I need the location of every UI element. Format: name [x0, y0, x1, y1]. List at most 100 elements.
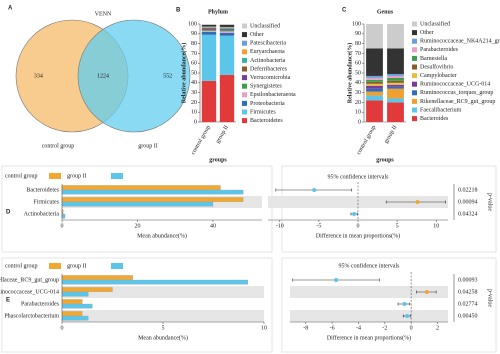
- venn-count: 1224: [97, 73, 109, 79]
- x-tick-label: -5: [316, 223, 321, 229]
- legend-label: Unclassified: [250, 22, 280, 29]
- chart-title: 95% confidence intervals: [339, 262, 401, 269]
- x-axis-label: groups: [209, 157, 227, 163]
- ci-point: [352, 212, 357, 216]
- y-tick-label: 100: [188, 21, 197, 27]
- legend-label: Desulfovibrio: [420, 63, 453, 70]
- bar-segment: [387, 88, 404, 99]
- panel-frame: [1, 165, 273, 253]
- legend-label: Verrucomicrobia: [250, 75, 291, 81]
- x-tick-label: -8: [303, 325, 308, 331]
- legend-label: Deferribacteres: [250, 65, 288, 72]
- category-label: Phascolarctobacterium: [4, 313, 59, 319]
- y-tick-label: 0: [194, 119, 197, 125]
- p-value-label: 0.02218: [458, 187, 478, 193]
- bar-segment: [387, 82, 404, 85]
- row-shade: [268, 196, 448, 208]
- legend-swatch: [49, 263, 61, 269]
- x-tick-label: 0: [410, 325, 413, 331]
- legend-label: Epsilonbacteraeota: [250, 92, 296, 98]
- ci-point: [312, 188, 317, 192]
- bar-segment: [366, 100, 383, 122]
- category-label: Rikenellaceae_RC9_gut_group: [0, 277, 59, 283]
- legend-label: Patescibacteria: [250, 41, 286, 47]
- legend-swatch: [412, 107, 417, 113]
- bar-segment: [201, 28, 217, 30]
- bar-segment: [366, 79, 383, 82]
- bar: [61, 311, 83, 316]
- y-tick-label: 0: [358, 119, 361, 125]
- y-tick-label: 10: [355, 110, 361, 116]
- legend-label: Ruminococcaceae_UCG-014: [420, 82, 490, 88]
- y2-axis-label: p-value: [487, 289, 493, 307]
- y-tick-label: 70: [191, 51, 197, 57]
- y-tick-label: 90: [191, 31, 197, 37]
- p-value-label: 0.04324: [458, 211, 478, 217]
- category-label: Firmicutes: [33, 199, 59, 205]
- x-tick-label: 40: [210, 223, 216, 229]
- bar: [61, 189, 244, 195]
- x-tick-label: 10: [261, 325, 267, 331]
- p-value-label: 0.00093: [458, 277, 478, 283]
- legend-swatch: [242, 109, 247, 115]
- bar: [61, 201, 214, 207]
- bar-segment: [366, 85, 383, 89]
- x-tick-label: 10: [433, 223, 439, 229]
- y-tick-label: 50: [355, 70, 361, 76]
- legend-swatch: [412, 64, 417, 70]
- p-value-label: 0.02774: [458, 301, 478, 307]
- legend-label: Proteobacteria: [250, 101, 285, 107]
- panel-letter: A: [8, 6, 13, 12]
- legend-label: group II: [67, 263, 87, 269]
- x-tick-label: control group: [356, 125, 377, 156]
- y-tick-label: 60: [355, 61, 361, 67]
- legend-label: Parabacteroides: [420, 47, 459, 53]
- x-tick-label: -6: [330, 325, 335, 331]
- venn-set: [77, 19, 191, 133]
- legend-label: Other: [420, 30, 434, 36]
- bar-segment: [366, 81, 383, 84]
- y-tick-label: 20: [191, 100, 197, 106]
- panel-letter: B: [176, 8, 181, 14]
- ci-point: [424, 290, 429, 294]
- legend-label: Ruminococcus_torques_group: [420, 90, 493, 96]
- x-tick-label: -10: [276, 223, 284, 229]
- bar-segment: [219, 30, 235, 32]
- legend-swatch: [412, 98, 417, 104]
- x-tick-label: group II: [383, 125, 398, 145]
- bar-segment: [201, 80, 217, 122]
- legend-swatch: [242, 40, 247, 46]
- bar-segment: [366, 24, 383, 49]
- legend-label: Euryarchaeota: [250, 49, 285, 55]
- legend-swatch: [412, 55, 417, 61]
- category-label: Actinobacteria: [24, 211, 60, 217]
- bar-segment: [201, 27, 217, 29]
- x-tick-label: group II: [215, 125, 230, 145]
- x-tick-label: 5: [396, 223, 399, 229]
- x-axis-label: Difference in mean proportions(%): [327, 334, 411, 341]
- row-shade: [62, 310, 264, 322]
- row-shade: [290, 310, 448, 322]
- legend-swatch: [412, 73, 417, 79]
- legend-label: Ruminococcaceae_NK4A214_group: [420, 39, 500, 45]
- bar-segment: [366, 83, 383, 86]
- y-tick-label: 80: [355, 41, 361, 47]
- legend-swatch: [412, 81, 417, 87]
- bar-segment: [219, 27, 235, 29]
- bar-segment: [201, 31, 217, 35]
- bar-segment: [387, 102, 404, 122]
- y-axis-label: Relative abundance(%): [346, 43, 353, 104]
- ci-point: [402, 302, 407, 306]
- chart-title: Genus: [377, 9, 394, 15]
- bar-segment: [387, 24, 404, 49]
- legend-swatch: [242, 23, 247, 29]
- y-axis-label: Relative abundance(%): [180, 43, 187, 104]
- y-tick-label: 30: [191, 90, 197, 96]
- legend-label: Faecalibacterium: [420, 107, 462, 113]
- x-tick-label: -2: [382, 325, 387, 331]
- x-tick-label: 5: [162, 325, 165, 331]
- y-tick-label: 50: [191, 70, 197, 76]
- legend-swatch: [111, 263, 123, 269]
- ci-point: [415, 200, 420, 204]
- legend-label: group II: [67, 173, 87, 179]
